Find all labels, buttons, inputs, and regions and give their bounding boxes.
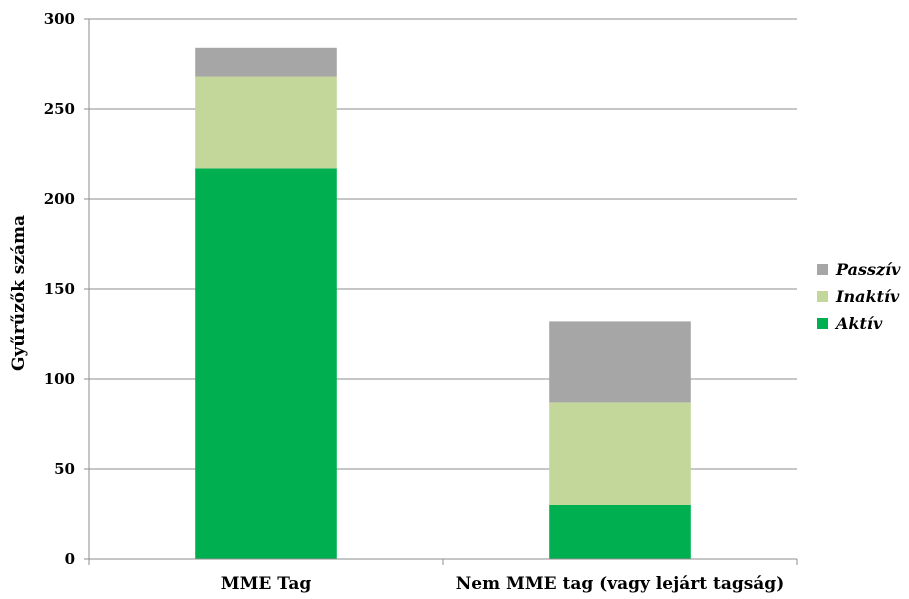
legend-label: Inaktív: [835, 287, 900, 306]
bar-inakt-v-0: [195, 76, 337, 169]
y-tick-label: 0: [65, 550, 75, 568]
bars: [195, 47, 691, 559]
bar-akt-v-0: [195, 168, 337, 559]
legend: Passzív Inaktív Aktív: [817, 260, 901, 333]
y-tick-label: 50: [54, 460, 75, 478]
y-tick-label: 100: [44, 370, 75, 388]
legend-swatch: [817, 318, 828, 329]
y-tick-label: 200: [44, 190, 75, 208]
x-category-label: Nem MME tag (vagy lejárt tagság): [456, 574, 785, 594]
y-tick-label: 250: [44, 100, 75, 118]
x-category-label: MME Tag: [221, 574, 312, 594]
y-tick-label: 300: [44, 10, 75, 28]
legend-swatch: [817, 264, 828, 275]
y-tick-label: 150: [44, 280, 75, 298]
y-axis-label: Gyűrűzők száma: [9, 215, 29, 371]
legend-label: Passzív: [835, 260, 901, 279]
axes: 0 50 100 150 200 250 300 MME Tag Nem MME tag (va…: [44, 10, 798, 594]
legend-label: Aktív: [834, 314, 883, 333]
bar-akt-v-1: [549, 505, 691, 559]
bar-inakt-v-1: [549, 402, 691, 505]
legend-swatch: [817, 291, 828, 302]
bar-passz-v-1: [549, 321, 691, 403]
bar-passz-v-0: [195, 47, 337, 77]
